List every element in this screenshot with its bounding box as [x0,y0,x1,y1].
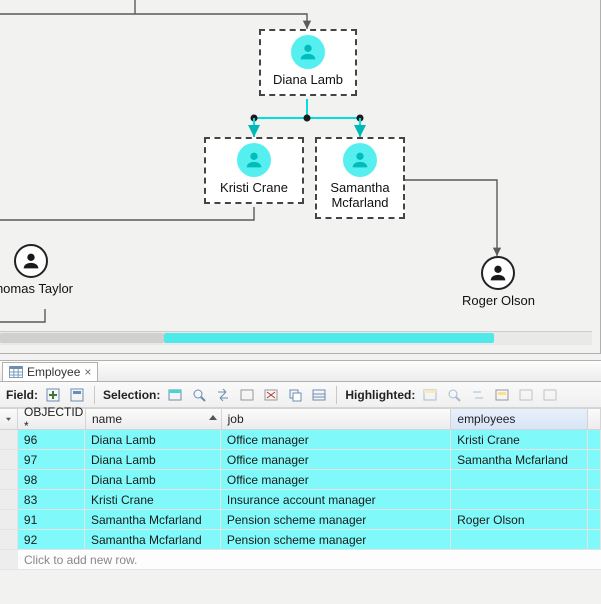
cell-objectid[interactable]: 92 [18,530,85,550]
selection-label: Selection: [103,388,160,402]
row-gutter[interactable] [0,510,18,530]
cell-objectid[interactable]: 97 [18,450,85,470]
calculate-field-button[interactable] [68,386,86,404]
person-icon [237,143,271,177]
cell-job[interactable]: Pension scheme manager [221,530,451,550]
cell-employees[interactable] [451,470,588,490]
node-thomas-taylor[interactable]: Thomas Taylor [0,244,73,297]
table-row[interactable]: 98Diana LambOffice manager [0,470,601,490]
cell-tail [588,510,601,530]
cell-objectid[interactable]: 98 [18,470,85,490]
col-header-name[interactable]: name [86,409,222,429]
node-label: Diana Lamb [273,73,343,88]
copy-selection-button[interactable] [286,386,304,404]
node-label: Roger Olson [462,294,535,309]
cell-name[interactable]: Diana Lamb [85,450,221,470]
cell-name[interactable]: Samantha Mcfarland [85,510,221,530]
cell-tail [588,470,601,490]
highlight-delete-button[interactable] [517,386,535,404]
col-header-employees[interactable]: employees [451,409,588,429]
tab-employee[interactable]: Employee × [2,362,98,381]
node-kristi-crane[interactable]: Kristi Crane [204,137,304,204]
add-field-button[interactable] [44,386,62,404]
clear-selection-button[interactable] [238,386,256,404]
cell-job[interactable]: Insurance account manager [221,490,451,510]
highlight-switch-button[interactable] [469,386,487,404]
cell-employees[interactable]: Samantha Mcfarland [451,450,588,470]
node-label: Thomas Taylor [0,282,73,297]
row-gutter[interactable] [0,530,18,550]
switch-selection-button[interactable] [214,386,232,404]
cell-objectid[interactable]: 96 [18,430,85,450]
col-header-job[interactable]: job [222,409,452,429]
attribute-table: OBJECTID * name job employees 96Diana La… [0,408,601,570]
cell-employees[interactable] [451,490,588,510]
delete-selection-button[interactable] [262,386,280,404]
person-icon [481,256,515,290]
person-icon [14,244,48,278]
table-row[interactable]: 92Samantha McfarlandPension scheme manag… [0,530,601,550]
horizontal-scrollbar[interactable] [0,331,592,345]
table-row[interactable]: 91Samantha McfarlandPension scheme manag… [0,510,601,530]
table-row[interactable]: 97Diana LambOffice managerSamantha Mcfar… [0,450,601,470]
scroll-range-left [0,333,164,343]
field-label: Field: [6,388,38,402]
cell-objectid[interactable]: 91 [18,510,85,530]
cell-name[interactable]: Kristi Crane [85,490,221,510]
cell-employees[interactable]: Roger Olson [451,510,588,530]
cell-name[interactable]: Diana Lamb [85,470,221,490]
show-all-button[interactable] [310,386,328,404]
table-row[interactable]: 96Diana LambOffice managerKristi Crane [0,430,601,450]
person-icon [291,35,325,69]
table-tab-strip: Employee × [0,360,601,382]
row-gutter[interactable] [0,490,18,510]
add-row-label: Click to add new row. [18,550,601,569]
col-header-tail [588,409,601,429]
cell-job[interactable]: Pension scheme manager [221,510,451,530]
table-header: OBJECTID * name job employees [0,408,601,430]
table-icon [9,366,23,378]
row-gutter[interactable] [0,450,18,470]
row-gutter[interactable] [0,430,18,450]
row-gutter[interactable] [0,470,18,490]
scroll-thumb[interactable] [164,333,494,343]
add-row[interactable]: Click to add new row. [0,550,601,570]
cell-job[interactable]: Office manager [221,450,451,470]
zoom-to-selection-button[interactable] [190,386,208,404]
select-by-attributes-button[interactable] [166,386,184,404]
cell-name[interactable]: Samantha Mcfarland [85,530,221,550]
node-roger-olson[interactable]: Roger Olson [462,256,535,309]
tab-label: Employee [27,365,80,379]
cell-employees[interactable]: Kristi Crane [451,430,588,450]
cell-employees[interactable] [451,530,588,550]
sort-asc-icon [209,415,217,420]
row-selector-header[interactable] [0,409,18,429]
highlight-zoom-button[interactable] [445,386,463,404]
table-row[interactable]: 83Kristi CraneInsurance account manager [0,490,601,510]
diagram-canvas[interactable]: Diana Lamb Kristi Crane Samantha Mcfarla… [0,0,601,354]
cell-tail [588,530,601,550]
col-header-objectid[interactable]: OBJECTID * [18,409,86,429]
cell-job[interactable]: Office manager [221,430,451,450]
highlight-select-button[interactable] [421,386,439,404]
highlighted-label: Highlighted: [345,388,415,402]
node-label: Samantha Mcfarland [323,181,397,211]
highlight-copy-button[interactable] [541,386,559,404]
node-label: Kristi Crane [220,181,288,196]
cell-tail [588,490,601,510]
highlight-clear-button[interactable] [493,386,511,404]
node-diana-lamb[interactable]: Diana Lamb [259,29,357,96]
node-samantha-mcfarland[interactable]: Samantha Mcfarland [315,137,405,219]
person-icon [343,143,377,177]
cell-tail [588,450,601,470]
cell-objectid[interactable]: 83 [18,490,85,510]
cell-job[interactable]: Office manager [221,470,451,490]
cell-name[interactable]: Diana Lamb [85,430,221,450]
close-icon[interactable]: × [84,365,91,379]
cell-tail [588,430,601,450]
table-toolbar: Field: Selection: Highlighted: [0,382,601,408]
